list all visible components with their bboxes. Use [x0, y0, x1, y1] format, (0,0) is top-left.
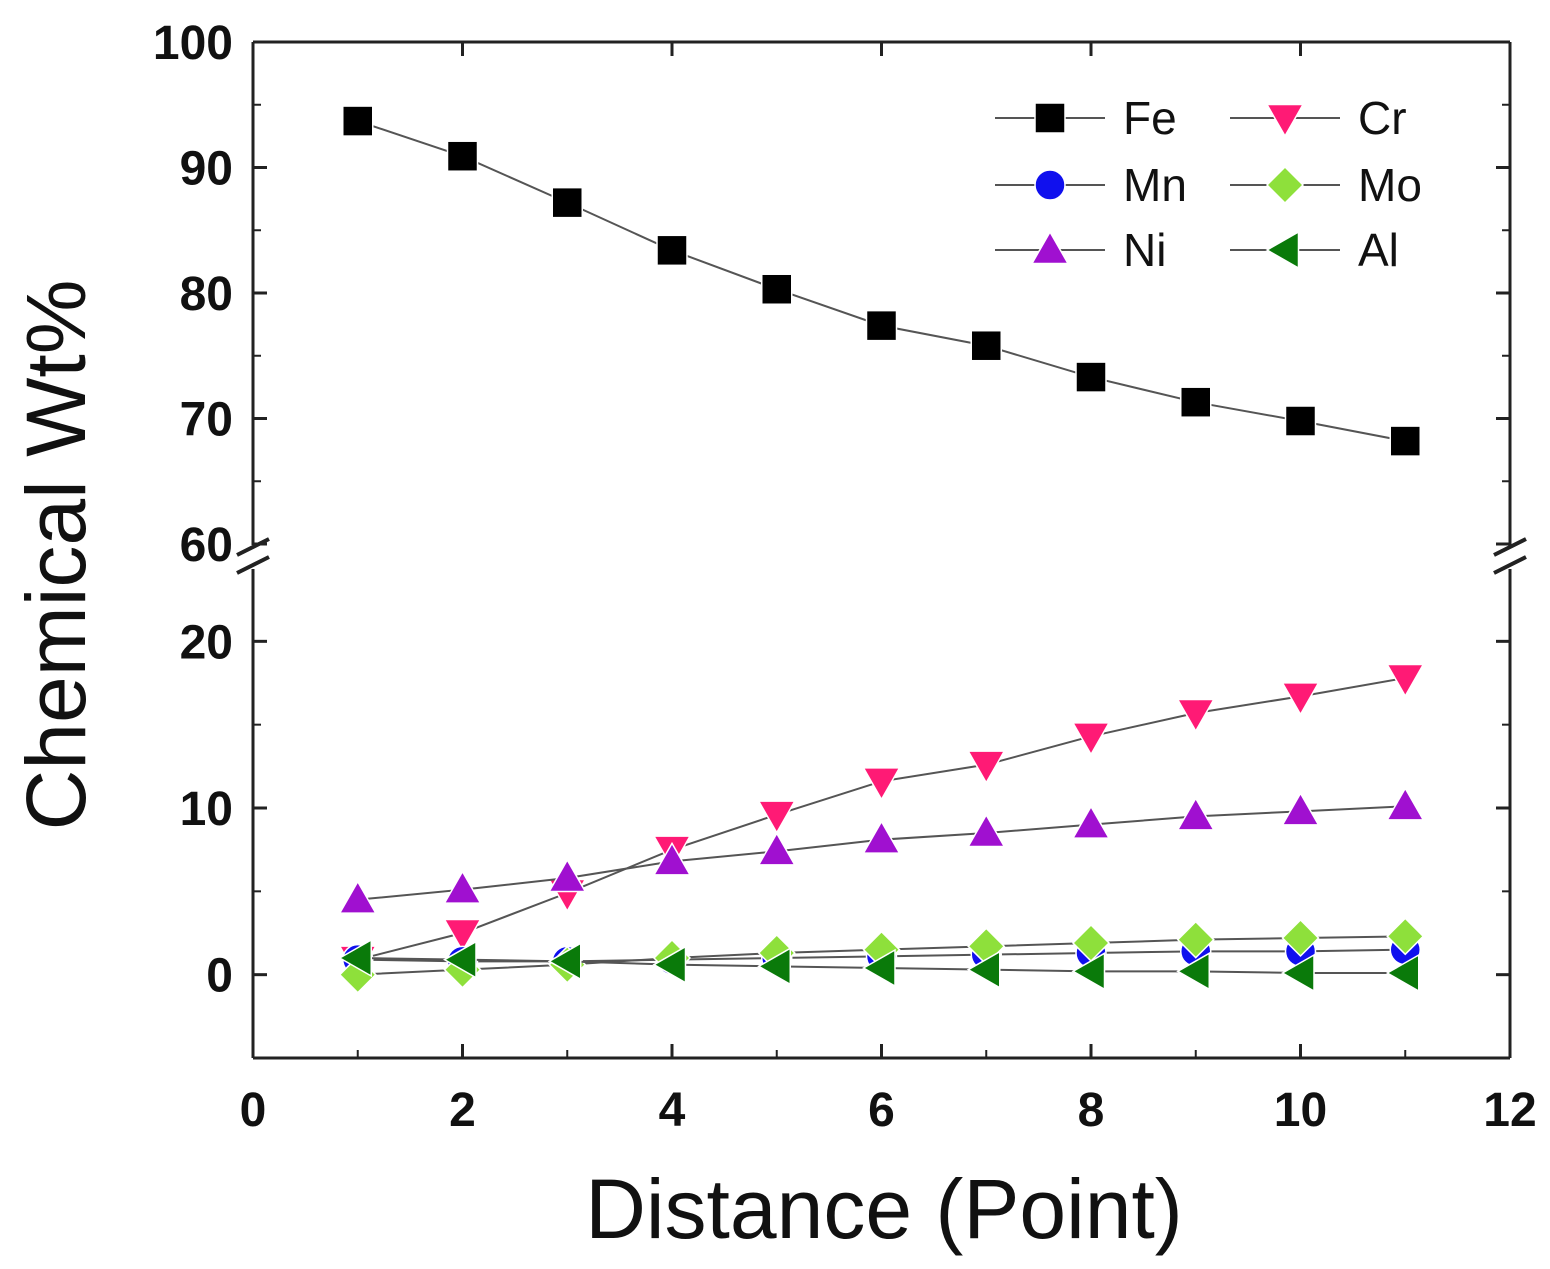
series-al	[338, 938, 1420, 993]
data-point-fe	[761, 273, 793, 305]
data-point-ni	[1071, 805, 1111, 839]
axis-break-right	[1493, 537, 1527, 557]
y-tick-label: 100	[153, 17, 233, 70]
legend-marker-ni	[1030, 230, 1070, 265]
data-point-ni	[757, 831, 797, 866]
plot-frame	[236, 40, 1527, 1060]
legend-label-al: Al	[1358, 224, 1399, 276]
data-point-cr	[757, 800, 797, 835]
data-point-fe	[1075, 361, 1107, 393]
data-point-ni	[1176, 796, 1216, 831]
y-tick-label: 0	[206, 950, 233, 1003]
legend-marker-mn	[1034, 169, 1066, 201]
data-point-ni	[1385, 786, 1425, 821]
x-tick-label: 8	[1078, 1084, 1105, 1137]
data-point-al	[652, 945, 687, 984]
data-point-mo	[1386, 917, 1425, 956]
y-tick-label: 10	[180, 783, 233, 836]
legend-item-mo: Mo	[1230, 159, 1422, 211]
legend-label-cr: Cr	[1358, 92, 1407, 144]
legend-item-ni: Ni	[995, 224, 1166, 276]
data-point-al	[861, 948, 896, 988]
y-tick-label: 90	[180, 143, 233, 196]
series-line-fe	[357, 120, 1406, 443]
data-point-fe	[1180, 386, 1212, 418]
x-tick-label: 4	[659, 1084, 686, 1137]
legend-label-fe: Fe	[1123, 92, 1177, 144]
data-point-cr	[862, 767, 901, 801]
data-point-fe	[865, 309, 898, 342]
legend-item-mn: Mn	[995, 159, 1187, 211]
x-axis: 0 2 4 6 8 10 12	[240, 42, 1537, 1137]
y-tick-label: 70	[180, 394, 233, 447]
y-axis-label: Chemical Wt%	[9, 280, 103, 831]
legend-label-ni: Ni	[1123, 224, 1166, 276]
data-point-fe	[656, 234, 688, 267]
data-point-cr	[1385, 663, 1425, 698]
data-point-mo	[1176, 920, 1215, 959]
data-point-al	[338, 938, 372, 978]
data-point-ni	[652, 841, 692, 876]
data-point-ni	[443, 870, 482, 904]
data-point-fe	[342, 105, 374, 137]
data-point-fe	[970, 329, 1002, 362]
data-point-ni	[338, 880, 378, 914]
data-point-cr	[1176, 698, 1216, 733]
data-point-cr	[966, 750, 1006, 785]
axis-break-left	[236, 537, 270, 557]
axis-break-right	[1493, 555, 1527, 575]
x-tick-label: 10	[1274, 1084, 1327, 1137]
series-layer	[338, 105, 1425, 994]
data-point-ni	[862, 820, 901, 854]
data-point-al	[1385, 953, 1420, 993]
x-axis-label: Distance (Point)	[585, 1162, 1183, 1256]
y-axis: 0 10 20 60 70 80 90 100	[153, 17, 1510, 1059]
series-fe	[342, 105, 1421, 457]
data-point-ni	[966, 813, 1006, 848]
data-point-fe	[551, 186, 583, 219]
legend-item-fe: Fe	[995, 92, 1177, 144]
data-point-al	[1280, 953, 1315, 993]
data-point-al	[966, 950, 1001, 989]
series-line-cr	[357, 677, 1406, 961]
data-point-fe	[446, 140, 479, 172]
legend-marker-fe	[1034, 102, 1066, 134]
legend-label-mo: Mo	[1358, 159, 1422, 211]
data-point-cr	[1281, 682, 1320, 716]
series-ni	[338, 786, 1425, 914]
legend-item-cr: Cr	[1230, 92, 1407, 144]
data-point-cr	[1071, 722, 1111, 756]
legend-label-mn: Mn	[1123, 159, 1187, 211]
legend-item-al: Al	[1230, 224, 1399, 276]
data-point-fe	[1389, 425, 1421, 457]
data-point-al	[547, 942, 582, 981]
x-tick-label: 2	[449, 1084, 476, 1137]
data-point-al	[442, 940, 477, 979]
data-point-mo	[1281, 918, 1320, 958]
y-tick-label: 80	[180, 268, 233, 321]
x-tick-label: 0	[240, 1084, 267, 1137]
series-mo	[338, 917, 1425, 994]
axis-break-left	[236, 555, 270, 575]
legend-marker-cr	[1265, 103, 1305, 138]
legend-marker-mo	[1265, 165, 1305, 205]
y-tick-label: 60	[180, 519, 233, 572]
legend-marker-al	[1265, 230, 1300, 270]
data-point-al	[1071, 952, 1106, 991]
y-tick-label: 20	[180, 616, 233, 669]
legend: Fe Cr Mn Mo Ni Al	[995, 92, 1422, 276]
data-point-cr	[443, 918, 482, 953]
data-point-fe	[1284, 405, 1317, 437]
x-tick-label: 6	[868, 1084, 895, 1137]
data-point-ni	[1281, 791, 1320, 826]
x-tick-label: 12	[1483, 1084, 1536, 1137]
data-point-al	[1176, 952, 1210, 991]
data-point-ni	[547, 858, 587, 893]
data-point-al	[757, 947, 791, 986]
